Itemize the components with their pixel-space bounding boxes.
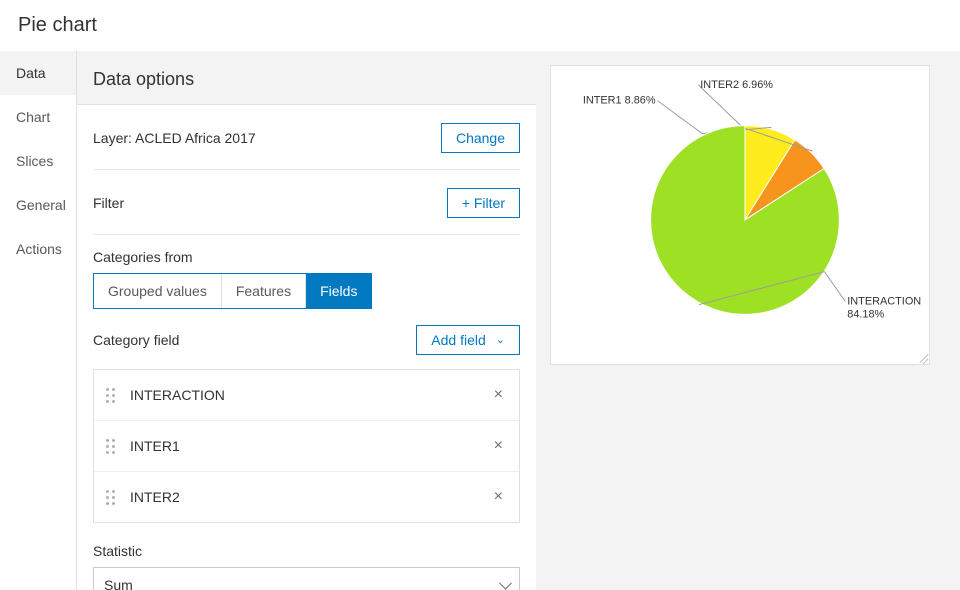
remove-field-icon[interactable]: × (490, 384, 507, 406)
layer-prefix: Layer: (93, 130, 135, 146)
field-item: INTERACTION × (94, 370, 519, 420)
field-name: INTER1 (130, 438, 180, 454)
leader-line (698, 85, 743, 128)
slice-label: INTER2 6.96% (700, 79, 773, 91)
slice-label: INTER1 8.86% (583, 95, 656, 107)
field-item: INTER2 × (94, 471, 519, 522)
chart-preview: INTER1 8.86% INTER2 6.96% INTERACTION84.18… (550, 65, 930, 365)
remove-field-icon[interactable]: × (490, 486, 507, 508)
field-item-left: INTER2 (106, 489, 180, 505)
layer-label: Layer: ACLED Africa 2017 (93, 130, 256, 146)
add-filter-button[interactable]: + Filter (447, 188, 520, 218)
layer-name: ACLED Africa 2017 (135, 130, 256, 146)
app-root: Pie chart DataChartSlicesGeneralActions … (0, 0, 960, 590)
category-field-list: INTERACTION × INTER1 × INTER2 × (93, 369, 520, 523)
category-field-row: Category field Add field ⌄ (93, 309, 520, 365)
categories-segmented-control: Grouped valuesFeaturesFields (93, 273, 372, 309)
statistic-select[interactable]: Sum (93, 567, 520, 590)
preview-pane: INTER1 8.86% INTER2 6.96% INTERACTION84.18… (536, 51, 960, 590)
categories-option-grouped-values[interactable]: Grouped values (94, 274, 221, 308)
remove-field-icon[interactable]: × (490, 435, 507, 457)
field-name: INTERACTION (130, 387, 225, 403)
filter-row: Filter + Filter (93, 170, 520, 235)
sidenav-tab-data[interactable]: Data (0, 51, 76, 95)
sidenav-tab-slices[interactable]: Slices (0, 139, 76, 183)
add-field-button[interactable]: Add field ⌄ (416, 325, 520, 355)
pie-chart-svg: INTER1 8.86% INTER2 6.96% INTERACTION84.18… (551, 66, 929, 364)
category-field-label: Category field (93, 332, 179, 348)
panel-body: Layer: ACLED Africa 2017 Change Filter +… (77, 105, 536, 590)
categories-from-label: Categories from (93, 235, 520, 273)
categories-option-fields[interactable]: Fields (305, 274, 371, 308)
categories-option-features[interactable]: Features (221, 274, 305, 308)
filter-label: Filter (93, 195, 124, 211)
layer-row: Layer: ACLED Africa 2017 Change (93, 105, 520, 170)
sidenav-tab-chart[interactable]: Chart (0, 95, 76, 139)
field-item-left: INTERACTION (106, 387, 225, 403)
statistic-select-wrap: Sum (93, 567, 520, 590)
slice-label: INTERACTION84.18% (847, 295, 921, 320)
drag-handle-icon[interactable] (106, 439, 118, 454)
statistic-label: Statistic (93, 523, 520, 567)
sidenav-tab-general[interactable]: General (0, 183, 76, 227)
field-item-left: INTER1 (106, 438, 180, 454)
change-layer-button[interactable]: Change (441, 123, 520, 153)
sidenav-tab-actions[interactable]: Actions (0, 227, 76, 271)
drag-handle-icon[interactable] (106, 388, 118, 403)
resize-handle-icon[interactable] (916, 351, 928, 363)
chevron-down-icon: ⌄ (496, 335, 505, 346)
panel-header: Data options (77, 51, 536, 105)
side-nav: DataChartSlicesGeneralActions (0, 51, 76, 590)
config-panel: Data options Layer: ACLED Africa 2017 Ch… (76, 51, 536, 590)
leader-line (658, 101, 703, 134)
drag-handle-icon[interactable] (106, 490, 118, 505)
app-body: DataChartSlicesGeneralActions Data optio… (0, 51, 960, 590)
add-field-label: Add field (431, 333, 485, 347)
leader-line (824, 272, 845, 302)
field-name: INTER2 (130, 489, 180, 505)
page-title: Pie chart (0, 0, 960, 51)
field-item: INTER1 × (94, 420, 519, 471)
